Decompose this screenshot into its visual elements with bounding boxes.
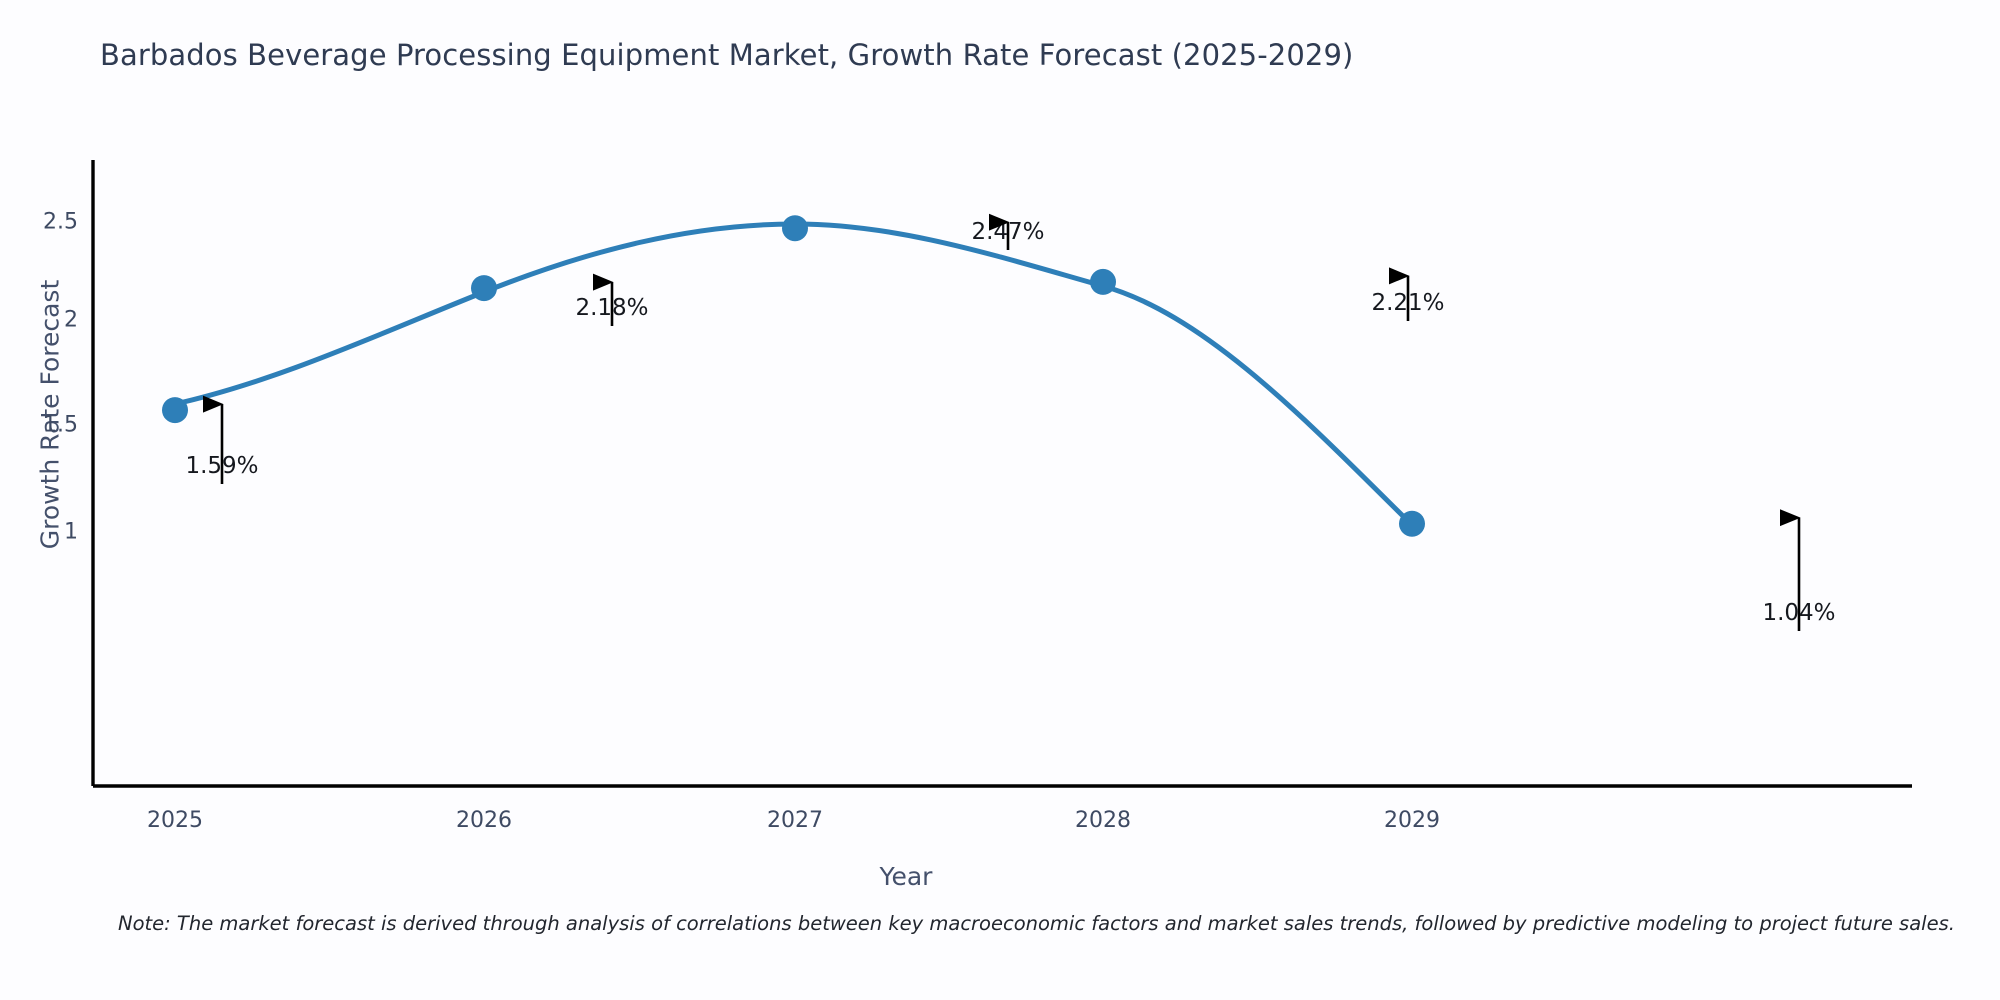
data-point-2029[interactable] xyxy=(1399,510,1425,537)
data-point-2028[interactable] xyxy=(1090,268,1116,295)
y-tick-label-1-5: 1.5 xyxy=(43,412,78,438)
data-point-2026[interactable] xyxy=(471,275,497,302)
x-tick-label-2028: 2028 xyxy=(1075,808,1131,833)
data-line-growth-rate-forecast xyxy=(172,221,1415,528)
y-tick-label-1: 1 xyxy=(64,519,78,545)
x-axis-title: Year xyxy=(879,862,933,891)
chart-title: Barbados Beverage Processing Equipment M… xyxy=(100,38,1354,72)
x-tick-label-2029: 2029 xyxy=(1384,808,1440,833)
x-tick-label-2027: 2027 xyxy=(767,808,823,833)
y-tick-label-2: 2 xyxy=(64,307,78,333)
data-point-2027[interactable] xyxy=(782,215,808,242)
y-tick-label-2-5: 2.5 xyxy=(43,209,78,235)
x-tick-label-2026: 2026 xyxy=(456,808,512,833)
chart-note: Note: The market forecast is derived thr… xyxy=(118,912,1955,935)
data-point-2025[interactable] xyxy=(162,397,188,424)
x-tick-label-2025: 2025 xyxy=(147,808,203,833)
